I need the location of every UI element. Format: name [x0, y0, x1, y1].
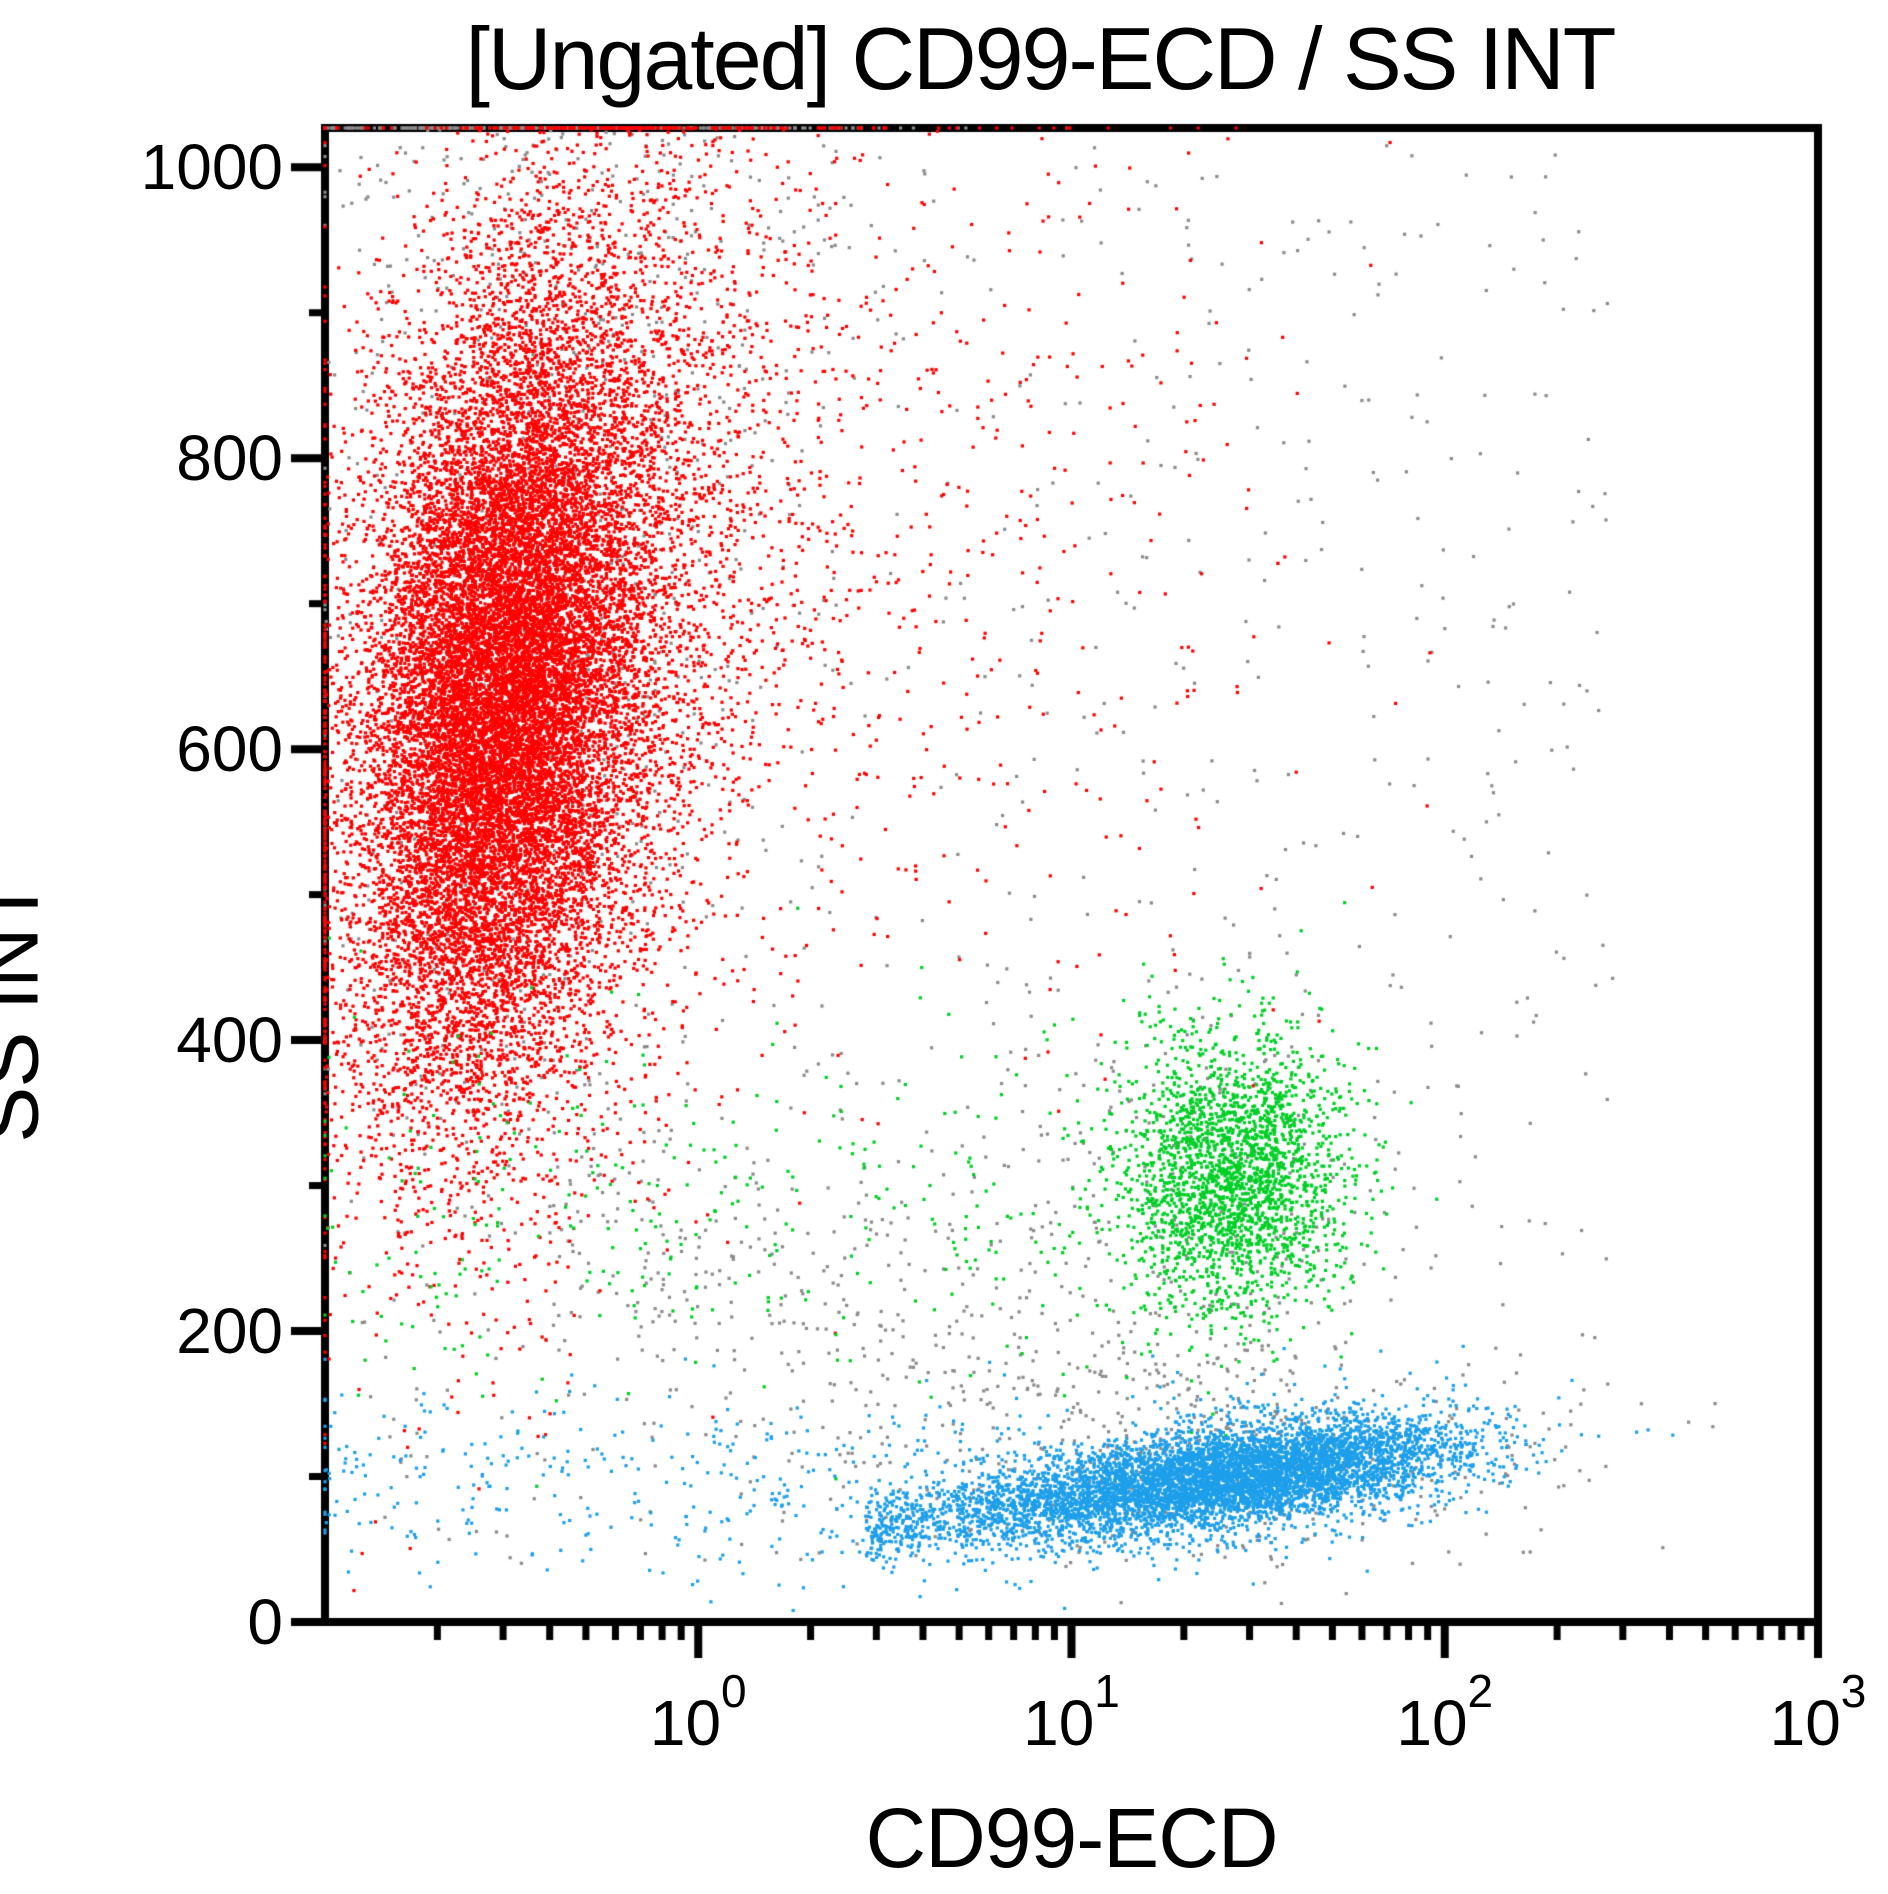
y-tick-label: 400	[176, 1004, 283, 1077]
x-tick-label: 100	[649, 1665, 747, 1759]
plot-title: [Ungated] CD99-ECD / SS INT	[465, 9, 1616, 108]
y-tick-label: 0	[247, 1586, 283, 1658]
x-tick-label: 102	[1396, 1665, 1494, 1759]
y-tick-label: 600	[176, 713, 283, 786]
x-axis-label: CD99-ECD	[865, 1791, 1278, 1885]
y-axis-label-text: SS INT	[0, 877, 55, 1143]
y-tick-label: 800	[176, 422, 283, 495]
y-tick-label: 200	[176, 1295, 283, 1368]
x-tick-label: 103	[1769, 1665, 1867, 1759]
x-tick-label: 101	[1023, 1665, 1120, 1759]
y-tick-label: 1000	[140, 131, 283, 204]
